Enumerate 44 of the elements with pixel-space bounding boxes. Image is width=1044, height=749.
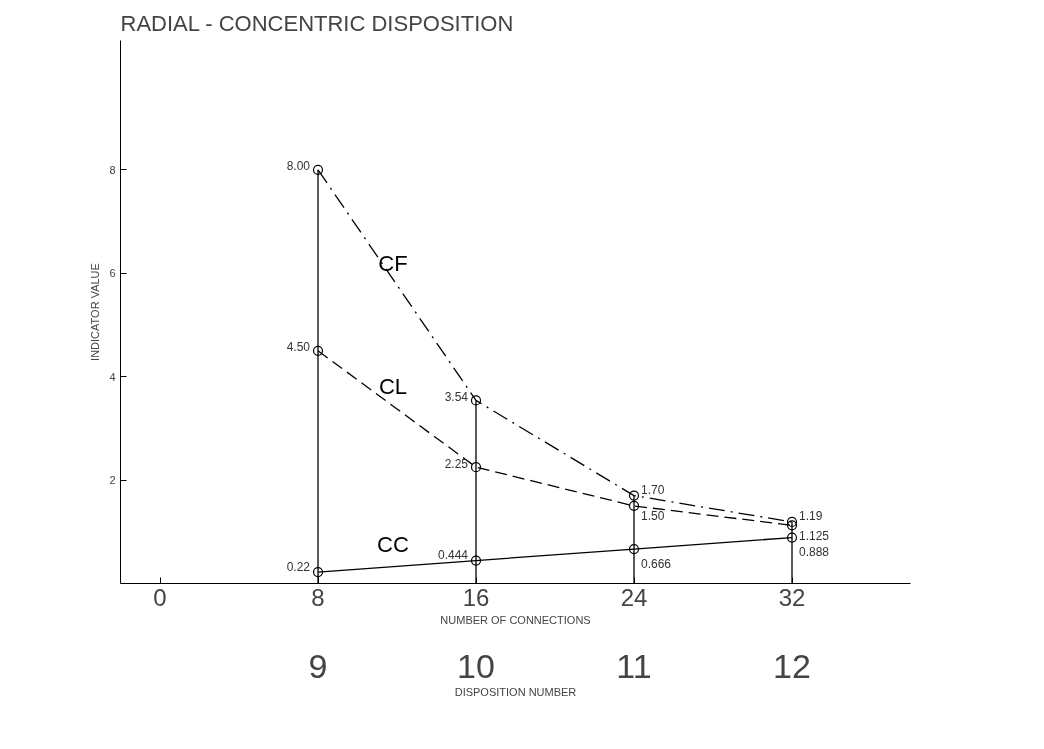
y-tick-label: 6	[109, 267, 116, 280]
point	[786, 520, 798, 531]
data-label: 0.888	[799, 545, 830, 560]
point	[470, 395, 482, 406]
point	[628, 490, 640, 501]
x2-tick-label: 11	[616, 646, 652, 685]
point	[312, 164, 324, 175]
x2-tick-label: 9	[308, 646, 328, 685]
x-tick-label: 0	[153, 583, 167, 611]
series-label: CL	[378, 374, 408, 400]
data-label: 8.00	[286, 159, 311, 174]
data-label: 0.666	[641, 556, 672, 571]
data-label: 0.444	[437, 548, 469, 563]
x-axis-title: NUMBER OF CONNECTIONS	[440, 613, 591, 626]
x-tick-label: 24	[620, 583, 648, 611]
data-label: 1.70	[641, 483, 665, 498]
x-tick-label: 32	[778, 583, 806, 611]
y-tick-label: 4	[109, 370, 116, 383]
data-label: 2.25	[444, 456, 469, 471]
data-label: 1.125	[799, 528, 830, 543]
x2-axis-title: DISPOSITION NUMBER	[454, 685, 577, 698]
point	[786, 516, 798, 528]
point	[312, 345, 324, 356]
x2-tick-label: 12	[773, 646, 811, 685]
x2-tick-label: 10	[457, 646, 495, 685]
data-label: 3.54	[444, 389, 469, 404]
x-tick-label: 8	[311, 583, 325, 611]
point	[786, 532, 798, 543]
point	[628, 500, 640, 512]
y-tick-label: 8	[109, 163, 116, 176]
x-tick-label: 16	[462, 583, 490, 611]
series-label: CF	[378, 250, 408, 276]
point	[470, 555, 482, 566]
series-label: CC	[377, 531, 409, 557]
y-axis-title: INDICATOR VALUE	[89, 263, 102, 361]
data-label: 1.19	[799, 509, 823, 524]
data-label: 0.22	[286, 559, 311, 574]
point	[312, 567, 324, 578]
data-label: 1.50	[641, 509, 665, 524]
y-tick-label: 2	[109, 474, 116, 487]
data-label: 4.50	[286, 340, 311, 355]
point	[470, 462, 482, 473]
chart-title: RADIAL - CONCENTRIC DISPOSITION	[120, 10, 514, 36]
point	[628, 543, 640, 555]
